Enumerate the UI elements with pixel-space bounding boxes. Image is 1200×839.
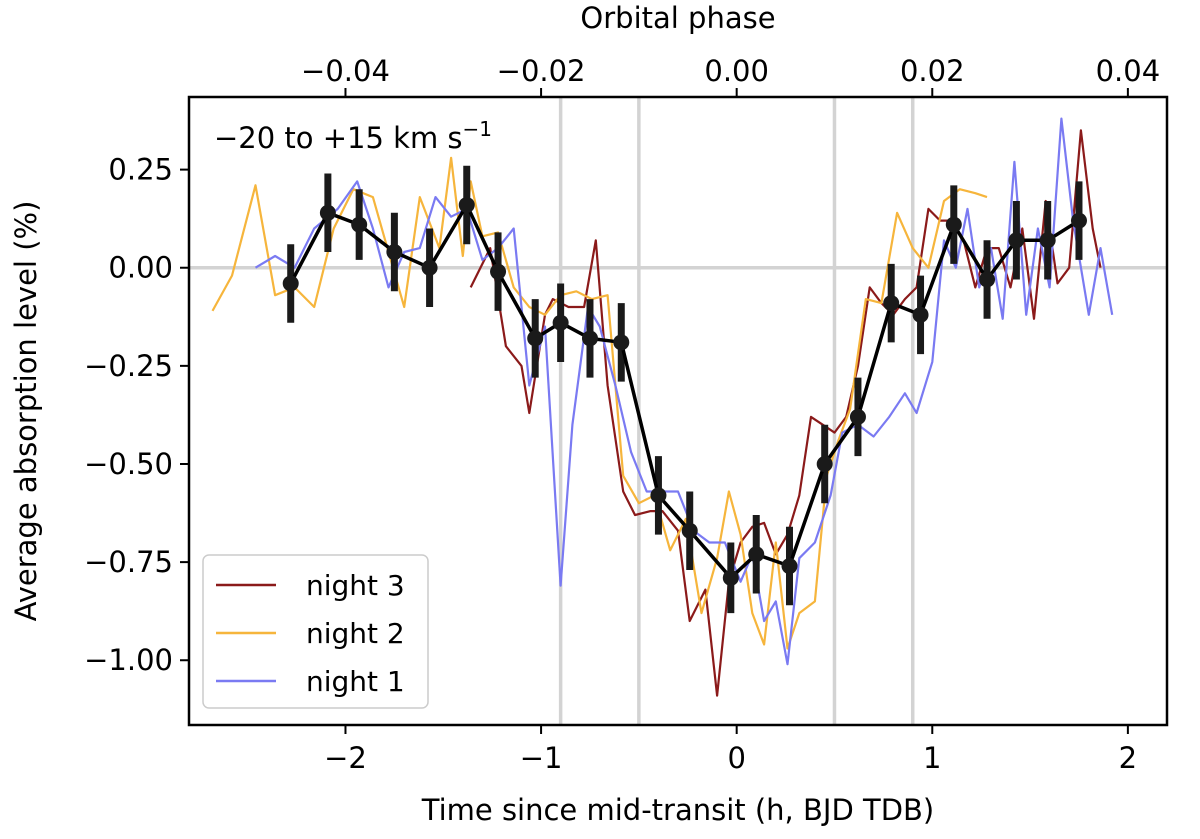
top-tick-label: 0.02 [900, 54, 965, 88]
average-point [581, 330, 598, 347]
average-point [319, 204, 336, 221]
average-point [613, 334, 630, 351]
plot-frame [187, 95, 1169, 727]
average-point [527, 330, 544, 347]
average-point [912, 306, 929, 323]
legend: night 3 night 2 night 1 [202, 554, 429, 709]
average-point [1070, 212, 1087, 229]
x-tick-label: 2 [1119, 741, 1137, 775]
top-tick-label: 0.00 [704, 54, 769, 88]
x-axis-ticks: −2 −1 0 1 2 [324, 725, 1137, 775]
x-tick-label: 0 [727, 741, 745, 775]
legend-label-night-2: night 2 [306, 617, 405, 650]
average-point [1008, 232, 1025, 249]
average-point [883, 295, 900, 312]
average-point [945, 216, 962, 233]
average-point [386, 244, 403, 261]
top-axis-ticks: −0.04 −0.02 0.00 0.02 0.04 [301, 54, 1160, 97]
average-point [722, 569, 739, 586]
y-tick-label: 0.25 [108, 153, 173, 187]
average-point [552, 314, 569, 331]
legend-label-night-1: night 1 [306, 665, 405, 698]
average-point [650, 487, 667, 504]
top-tick-label: 0.04 [1096, 54, 1161, 88]
average-point [421, 259, 438, 276]
top-tick-label: −0.04 [301, 54, 390, 88]
y-tick-label: −1.00 [84, 643, 173, 677]
x-tick-label: −2 [324, 741, 367, 775]
average-point [1039, 232, 1056, 249]
y-axis-ticks: 0.25 0.00 −0.25 −0.50 −0.75 −1.00 [84, 153, 189, 677]
average-point [282, 275, 299, 292]
y-tick-label: −0.50 [84, 447, 173, 481]
series-line-night-2 [211, 156, 988, 650]
x-axis-label: Time since mid-transit (h, BJD TDB) [421, 793, 935, 827]
top-axis-label: Orbital phase [580, 1, 775, 35]
average-point [748, 546, 765, 563]
average-point [490, 263, 507, 280]
average-point [681, 522, 698, 539]
annotation-text: −20 to +15 km s [214, 121, 463, 155]
y-tick-label: 0.00 [108, 251, 173, 285]
y-tick-label: −0.25 [84, 349, 173, 383]
legend-frame [202, 554, 429, 709]
average-point [781, 558, 798, 575]
y-tick-label: −0.75 [84, 545, 173, 579]
average-point [816, 455, 833, 472]
y-axis-label: Average absorption level (%) [9, 201, 43, 622]
average-series [282, 165, 1087, 614]
average-point [979, 271, 996, 288]
x-tick-label: 1 [923, 741, 941, 775]
top-tick-label: −0.02 [497, 54, 586, 88]
average-point [849, 408, 866, 425]
average-point [351, 216, 368, 233]
average-point [458, 196, 475, 213]
legend-label-night-3: night 3 [306, 569, 405, 602]
transit-contact-lines [558, 97, 915, 725]
velocity-range-annotation: −20 to +15 km s−1 [214, 117, 492, 155]
x-tick-label: −1 [520, 741, 563, 775]
annotation-superscript: −1 [463, 117, 492, 141]
series-line-night-3 [469, 129, 1102, 697]
